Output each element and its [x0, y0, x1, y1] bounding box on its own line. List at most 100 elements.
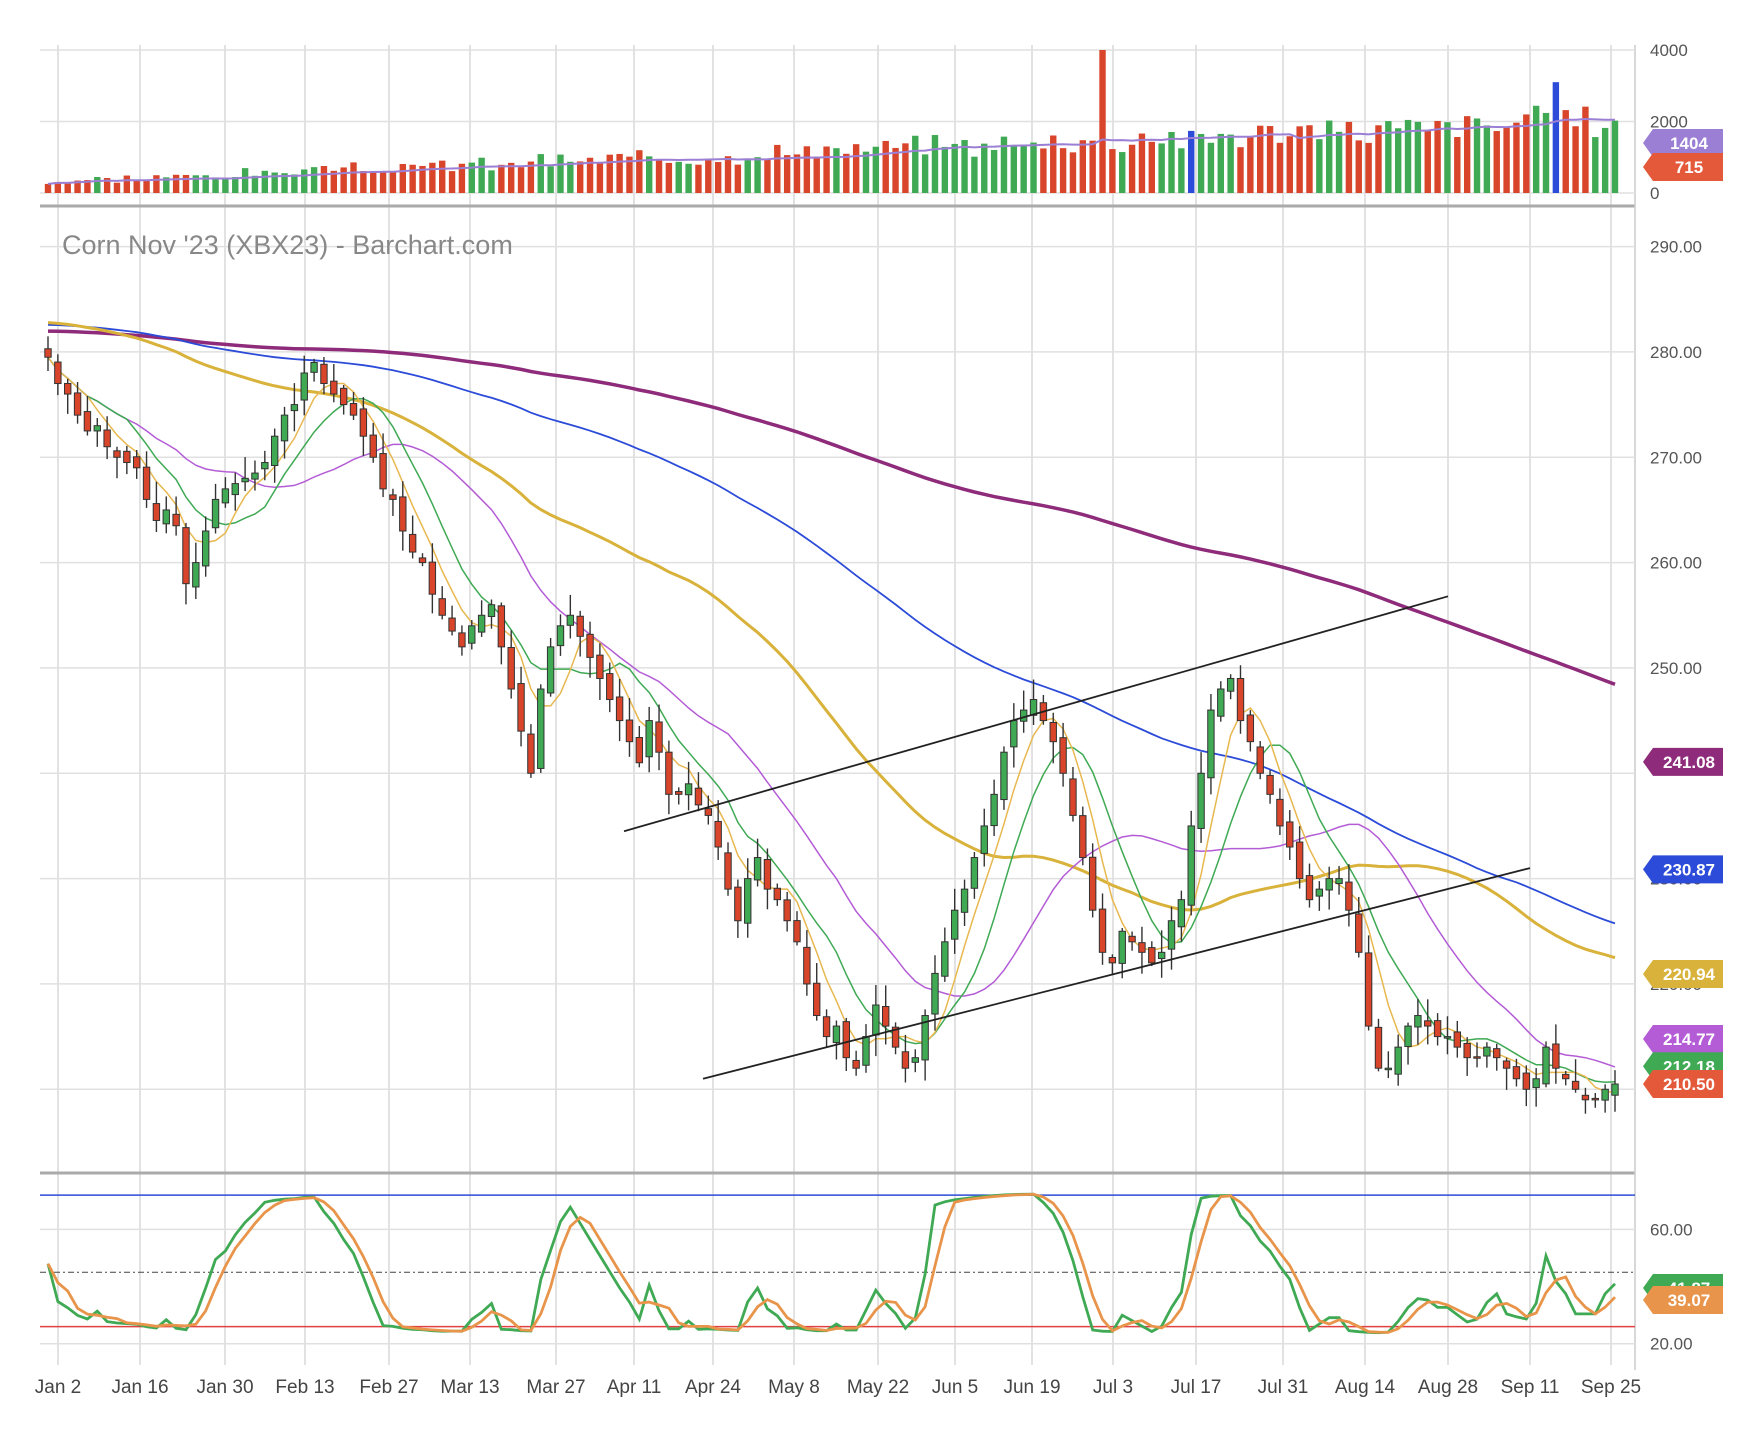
volume-bar [596, 161, 604, 193]
volume-bar [576, 161, 584, 193]
volume-bar [163, 177, 170, 193]
date-label: Jul 31 [1258, 1377, 1309, 1398]
stochastic-d-line [46, 1192, 1616, 1334]
badge-label: 39.07 [1668, 1291, 1711, 1310]
candle-body [517, 683, 525, 732]
volume-bar [291, 174, 298, 193]
candle-body [1611, 1083, 1619, 1096]
volume-bar [54, 181, 62, 193]
volume-bar [1355, 140, 1362, 193]
volume-bar [1178, 148, 1185, 193]
volume-bar [882, 140, 889, 193]
candle-body [1424, 1020, 1432, 1027]
candle-body [320, 363, 328, 385]
candle-body [665, 751, 673, 795]
volume-bar [340, 167, 347, 193]
volume-bar [1582, 106, 1589, 193]
candle-body [1148, 947, 1156, 964]
badge-shape [1643, 153, 1723, 181]
volume-bar [1119, 152, 1126, 193]
volume-bar [1375, 125, 1382, 193]
volume-bar [665, 162, 673, 193]
volume-bar [695, 164, 702, 193]
candle-body [813, 982, 821, 1017]
price-badge: 210.50 [1643, 1070, 1723, 1098]
candle-body [477, 614, 486, 633]
volume-bar [971, 156, 978, 193]
ma-line-5-day [47, 356, 1616, 1094]
candle-body [211, 498, 220, 529]
volume-bar [439, 160, 446, 193]
badge-shape [1643, 855, 1723, 884]
candle-body [1098, 908, 1107, 953]
candle-body [1187, 825, 1195, 906]
volume-bar [429, 162, 436, 193]
candle-body [556, 625, 565, 647]
volume-badge: 1404 [1643, 129, 1723, 157]
volume-bar [626, 156, 633, 193]
candle-body [704, 808, 713, 816]
volume-bar [1385, 121, 1392, 193]
candle-body [448, 617, 456, 632]
volume-bar [478, 157, 485, 193]
volume-bar [764, 159, 771, 193]
candle-body [694, 787, 703, 806]
volume-bar [301, 169, 308, 193]
candle-body [1118, 930, 1126, 964]
volume-bar [192, 175, 200, 193]
volume-bar [734, 164, 742, 193]
candle-body [527, 733, 535, 774]
candle-body [93, 425, 101, 432]
candle-body [201, 530, 210, 567]
candle-body [1128, 935, 1136, 943]
price-panel [44, 321, 1619, 1114]
candle-body [113, 450, 121, 458]
trendline [702, 867, 1531, 1080]
candle-body [970, 857, 979, 889]
volume-bar [1237, 147, 1244, 193]
volume-bar [458, 163, 466, 193]
candle-body [162, 509, 170, 525]
price-badge: 220.94 [1643, 960, 1723, 989]
candle-body [1305, 875, 1314, 901]
volume-bar [360, 171, 367, 193]
candle-body [418, 557, 427, 564]
candle-body [1079, 815, 1087, 859]
candle-body [349, 403, 358, 416]
volume-bar [675, 161, 682, 193]
volume-tick-label: 4000 [1650, 41, 1688, 60]
volume-bar [1030, 142, 1037, 193]
candle-body [1325, 878, 1333, 891]
candle-body [1000, 751, 1008, 801]
volume-bar [705, 159, 712, 193]
price-tick-label: 280.00 [1650, 343, 1702, 362]
candle-body [152, 503, 161, 521]
volume-bar [153, 175, 160, 193]
candle-body [1019, 709, 1028, 722]
date-label: Sep 11 [1501, 1377, 1560, 1398]
volume-bar [1424, 130, 1431, 193]
volume-bar [103, 178, 111, 193]
badge-label: 715 [1675, 158, 1703, 177]
volume-bar [931, 135, 939, 193]
candle-body [1542, 1046, 1550, 1085]
volume-bar [94, 177, 101, 193]
candle-body [1512, 1066, 1521, 1080]
volume-bar [892, 147, 899, 193]
volume-bar [1473, 118, 1481, 193]
volume-bar [1434, 120, 1441, 193]
badge-shape [1643, 1025, 1723, 1054]
candle-body [941, 941, 949, 977]
volume-bar [645, 156, 653, 193]
candle-body [369, 434, 377, 458]
candle-body [132, 456, 141, 469]
candle-body [783, 899, 791, 922]
date-label: Feb 13 [275, 1377, 334, 1398]
volume-bar [1601, 127, 1609, 193]
volume-bar [961, 140, 968, 193]
candle-body [645, 720, 653, 758]
price-tick-label: 260.00 [1650, 554, 1702, 573]
volume-bar [320, 165, 328, 193]
volume-bar [823, 146, 830, 193]
volume-bar [222, 179, 229, 193]
